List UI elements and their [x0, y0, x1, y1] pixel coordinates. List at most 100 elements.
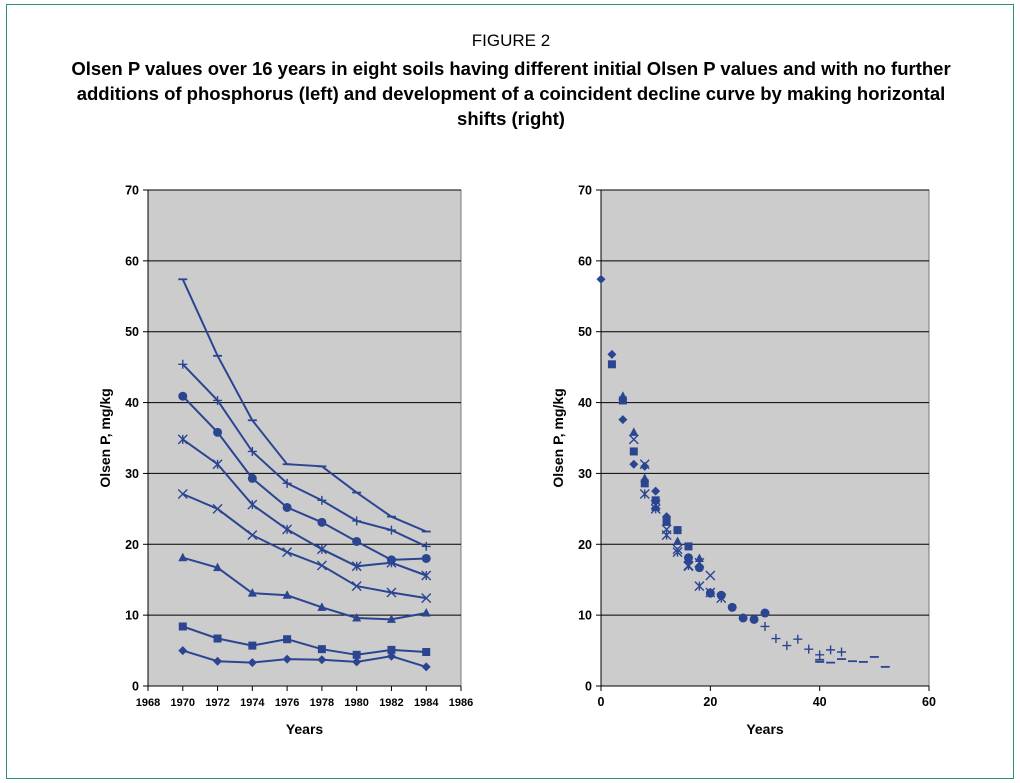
- data-point-s7: [247, 446, 257, 456]
- data-point-s2: [629, 447, 638, 456]
- data-point-s5: [650, 503, 661, 514]
- data-point-s2: [607, 360, 616, 369]
- series-line-5: [182, 438, 427, 577]
- data-point-s3: [352, 612, 362, 622]
- data-point-s7: [178, 359, 188, 369]
- x-tick-label: 1980: [344, 697, 368, 709]
- x-tick-label: 40: [813, 695, 827, 709]
- data-point-s4: [351, 581, 362, 592]
- y-tick-label: 30: [125, 467, 139, 481]
- data-point-s3: [421, 608, 431, 617]
- data-point-s3: [178, 552, 188, 562]
- data-point-s6: [213, 427, 223, 437]
- data-point-s2: [248, 641, 257, 650]
- data-point-s7: [421, 541, 431, 551]
- y-tick-label: 40: [125, 396, 139, 410]
- x-axis-title: Years: [746, 721, 784, 737]
- data-point-s4: [421, 593, 432, 604]
- plot-area: [147, 189, 462, 687]
- chart-1: 0 10 20 30 40 50 60 70 0 20 40 60 Years Olsen P, mg/k…: [550, 184, 936, 738]
- y-tick-label: 70: [578, 184, 592, 198]
- data-point-s3: [673, 536, 683, 545]
- x-tick-label: 1968: [136, 697, 160, 709]
- data-point-s1: [618, 415, 628, 425]
- data-point-s2: [387, 645, 396, 654]
- data-point-s2: [618, 396, 627, 405]
- data-point-s7: [386, 525, 396, 535]
- data-point-s5: [282, 524, 293, 535]
- y-tick-label: 30: [578, 467, 592, 481]
- figure-label: FIGURE 2: [471, 31, 551, 50]
- series-line-1: [182, 649, 427, 668]
- x-tick-label: 60: [922, 695, 936, 709]
- data-point-s3: [386, 614, 396, 623]
- x-tick-label: 1978: [310, 697, 334, 709]
- data-point-s6: [749, 614, 759, 624]
- x-tick-label: 1986: [449, 697, 473, 709]
- data-point-s5: [351, 561, 362, 572]
- data-point-s4: [705, 570, 716, 581]
- data-point-s6: [683, 553, 693, 563]
- y-tick-label: 10: [578, 609, 592, 623]
- series-line-2: [182, 625, 427, 656]
- data-point-s3: [640, 473, 650, 482]
- y-tick-label: 10: [125, 609, 139, 623]
- data-point-s1: [317, 655, 327, 665]
- data-point-s6: [386, 555, 396, 565]
- data-point-s1: [607, 349, 617, 359]
- data-point-s1: [213, 656, 223, 666]
- y-tick-label: 70: [125, 184, 139, 198]
- plot-area: [600, 189, 930, 687]
- data-point-s7: [837, 647, 847, 657]
- data-point-s7: [782, 641, 792, 651]
- x-tick-label: 1984: [414, 697, 439, 709]
- data-point-s1: [247, 658, 257, 668]
- y-axis-title: Olsen P, mg/kg: [97, 388, 113, 487]
- data-point-s6: [317, 517, 327, 527]
- data-point-s1: [352, 657, 362, 667]
- data-point-s7: [771, 634, 781, 644]
- data-point-s7: [826, 645, 836, 655]
- y-tick-label: 50: [578, 325, 592, 339]
- data-point-s3: [282, 590, 292, 599]
- series-line-7: [182, 363, 427, 548]
- data-point-s6: [760, 608, 770, 618]
- data-point-s4: [247, 530, 258, 541]
- data-point-s5: [247, 499, 258, 510]
- data-point-s7: [282, 478, 292, 488]
- data-point-s5: [212, 459, 223, 470]
- data-point-s7: [793, 634, 803, 644]
- data-point-s4: [177, 488, 188, 499]
- data-point-s2: [178, 622, 187, 631]
- data-point-s6: [738, 613, 748, 623]
- data-point-s5: [694, 581, 705, 592]
- data-point-s5: [672, 547, 683, 558]
- data-point-s4: [639, 459, 650, 470]
- y-axis-title: Olsen P, mg/kg: [550, 388, 566, 487]
- chart-0: 0 10 20 30 40 50 60 70 1968 1970 1972 1974 1976 1978 1…: [97, 184, 473, 738]
- data-point-s7: [815, 650, 825, 660]
- data-point-s1: [282, 654, 292, 664]
- series-line-8: [181, 278, 427, 533]
- data-point-s2: [317, 645, 326, 654]
- data-point-s5: [683, 560, 694, 571]
- data-point-s5: [316, 544, 327, 555]
- data-point-s7: [213, 395, 223, 405]
- data-point-s3: [213, 562, 223, 572]
- data-point-s6: [178, 391, 188, 401]
- data-point-s1: [386, 651, 396, 661]
- data-point-s2: [352, 650, 361, 659]
- y-tick-label: 40: [578, 396, 592, 410]
- data-point-s7: [804, 644, 814, 654]
- x-tick-label: 1970: [171, 697, 195, 709]
- data-point-s2: [651, 496, 660, 505]
- data-point-s3: [629, 427, 639, 436]
- data-point-s6: [705, 588, 715, 598]
- data-point-s2: [422, 647, 431, 656]
- data-point-s4: [282, 547, 293, 558]
- y-tick-label: 0: [585, 680, 592, 694]
- data-point-s1: [651, 486, 661, 496]
- y-tick-label: 0: [132, 680, 139, 694]
- data-point-s1: [421, 662, 431, 672]
